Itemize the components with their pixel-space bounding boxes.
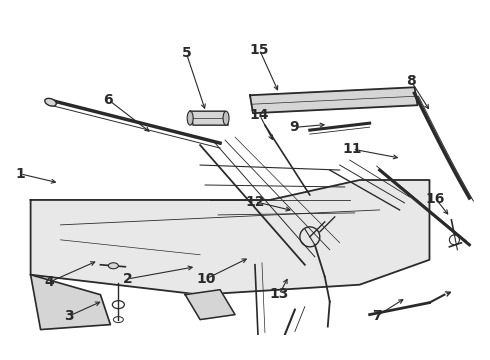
Ellipse shape xyxy=(223,111,229,125)
Text: 5: 5 xyxy=(181,46,191,60)
Text: 7: 7 xyxy=(372,309,382,323)
Text: 3: 3 xyxy=(64,309,74,323)
Polygon shape xyxy=(30,180,429,295)
Text: 15: 15 xyxy=(250,43,270,57)
Text: 11: 11 xyxy=(343,142,362,156)
Polygon shape xyxy=(30,275,110,329)
Text: 13: 13 xyxy=(270,287,289,301)
Text: 8: 8 xyxy=(406,74,416,88)
Text: 2: 2 xyxy=(123,272,133,286)
Polygon shape xyxy=(250,87,417,113)
FancyArrowPatch shape xyxy=(445,292,450,296)
Text: 9: 9 xyxy=(289,121,299,134)
Polygon shape xyxy=(185,290,235,320)
Text: 12: 12 xyxy=(245,195,265,209)
Ellipse shape xyxy=(108,263,119,269)
Text: 4: 4 xyxy=(45,275,54,289)
Text: 6: 6 xyxy=(103,93,113,107)
Text: 1: 1 xyxy=(15,167,25,181)
Text: 14: 14 xyxy=(250,108,270,122)
Ellipse shape xyxy=(187,111,193,125)
Ellipse shape xyxy=(45,98,56,106)
Polygon shape xyxy=(190,111,228,125)
Text: 10: 10 xyxy=(196,272,216,286)
Text: 16: 16 xyxy=(426,192,445,206)
